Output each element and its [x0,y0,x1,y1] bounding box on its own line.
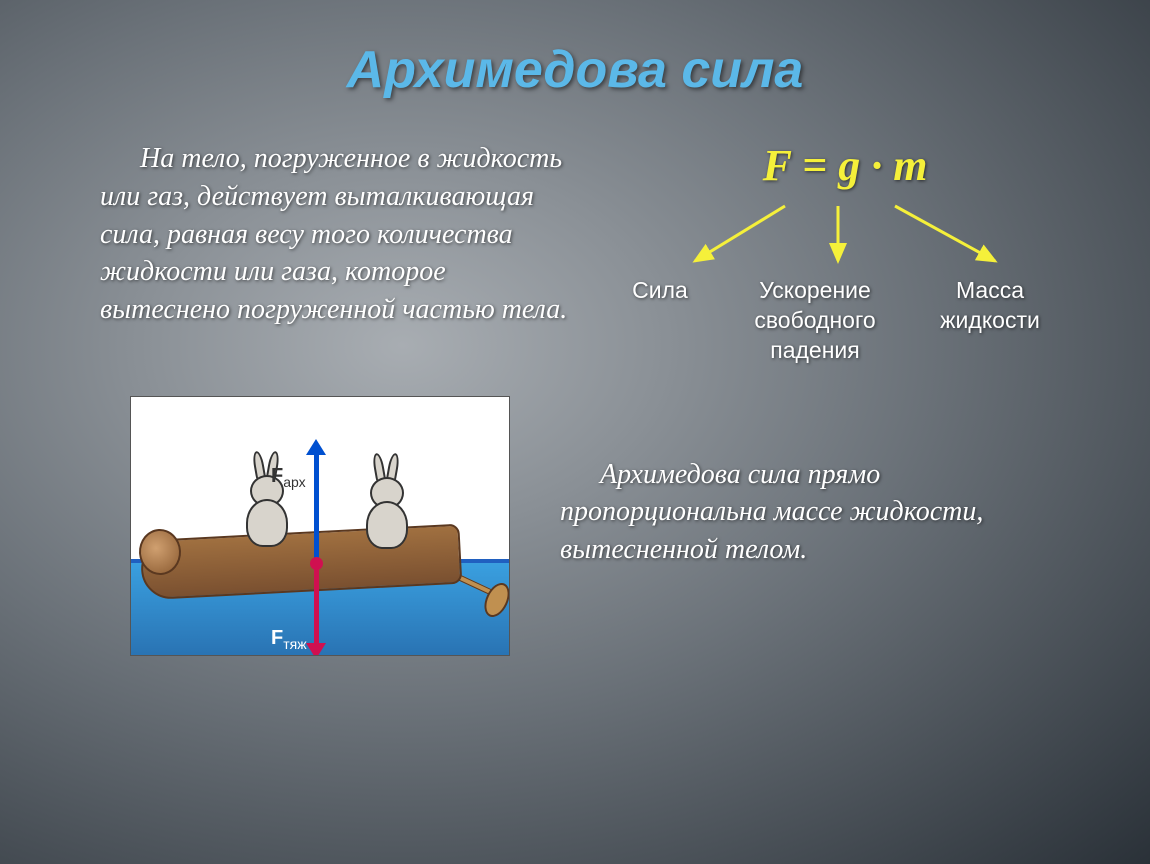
bottom-row: Fарх Fтяж Архимедова сила прямо пропорци… [70,396,1080,656]
arrow-up-icon [314,453,319,563]
formula-term-force: Сила [610,276,710,366]
formula-labels: Сила Ускорение свободного падения Масса … [610,276,1080,366]
formula-term-g: Ускорение свободного падения [720,276,910,366]
slide-title: Архимедова сила [70,40,1080,100]
definition-text: На тело, погруженное в жидкость или газ,… [70,140,570,329]
slide: Архимедова сила На тело, погруженное в ж… [0,0,1150,864]
label-f-tyazh: Fтяж [271,627,307,652]
rabbit-icon [356,459,416,549]
arrow-down-icon [314,563,319,645]
content-row: На тело, погруженное в жидкость или газ,… [70,140,1080,366]
center-dot-icon [310,557,323,570]
label-f-arh: Fарх [271,465,306,490]
formula-block: F = g · m Сила Ускорение свободного паде… [610,140,1080,366]
conclusion-text: Архимедова сила прямо пропорциональна ма… [560,396,1080,569]
formula-text: F = g · m [610,140,1080,191]
illustration: Fарх Fтяж [130,396,510,656]
formula-arrows-icon [630,201,1060,271]
formula-term-mass: Масса жидкости [920,276,1060,366]
